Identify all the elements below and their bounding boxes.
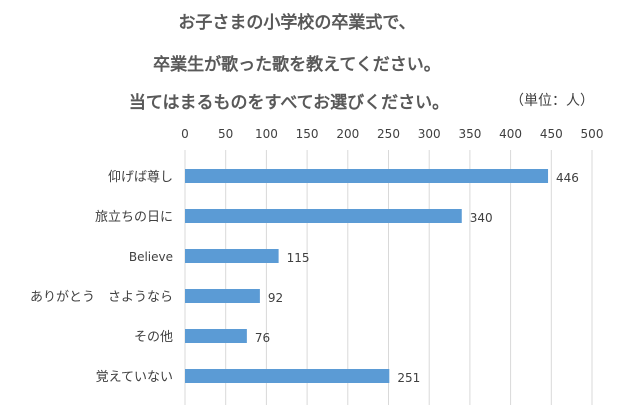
bar-chart: 0 50 100 150 200 250 300 350 400 450 500 仰げば尊し 446 旅立… (30, 127, 604, 405)
x-tick-label-350: 350 (458, 127, 481, 141)
category-label-0: 仰げば尊し (108, 169, 173, 185)
category-label-3: ありがとう さようなら (30, 290, 173, 305)
x-tick-label-200: 200 (336, 127, 359, 141)
category-label-1: 旅立ちの日に (95, 210, 173, 225)
x-tick-label-0: 0 (181, 127, 189, 141)
x-tick-label-50: 50 (218, 127, 233, 141)
category-label-4: その他 (134, 330, 173, 345)
category-label-2: Believe (129, 250, 173, 264)
unit-label: （単位：人） (510, 93, 594, 109)
data-label-3: 92 (268, 291, 283, 305)
data-label-5: 251 (397, 371, 420, 385)
chart-title-line-1: お子さまの小学校の卒業式で、 (178, 13, 416, 33)
bar-0 (185, 169, 549, 183)
x-tick-label-450: 450 (540, 127, 563, 141)
x-tick-label-400: 400 (499, 127, 522, 141)
bar-5 (185, 369, 390, 383)
data-label-4: 76 (255, 331, 270, 345)
x-tick-label-100: 100 (255, 127, 278, 141)
bar-2 (185, 249, 279, 263)
data-label-0: 446 (556, 171, 579, 185)
x-tick-label-150: 150 (296, 127, 319, 141)
bar-3 (185, 289, 260, 303)
x-tick-label-300: 300 (418, 127, 441, 141)
chart-title-line-2: 卒業生が歌った歌を教えてください。 (153, 55, 441, 75)
bar-1 (185, 209, 462, 223)
chart-title-line-3: 当てはまるものをすべてお選びください。 (128, 93, 450, 113)
category-label-5: 覚えていない (96, 370, 173, 385)
data-label-1: 340 (470, 211, 493, 225)
data-label-2: 115 (287, 251, 310, 265)
x-tick-label-250: 250 (377, 127, 400, 141)
x-tick-label-500: 500 (581, 127, 604, 141)
bar-4 (185, 329, 247, 343)
